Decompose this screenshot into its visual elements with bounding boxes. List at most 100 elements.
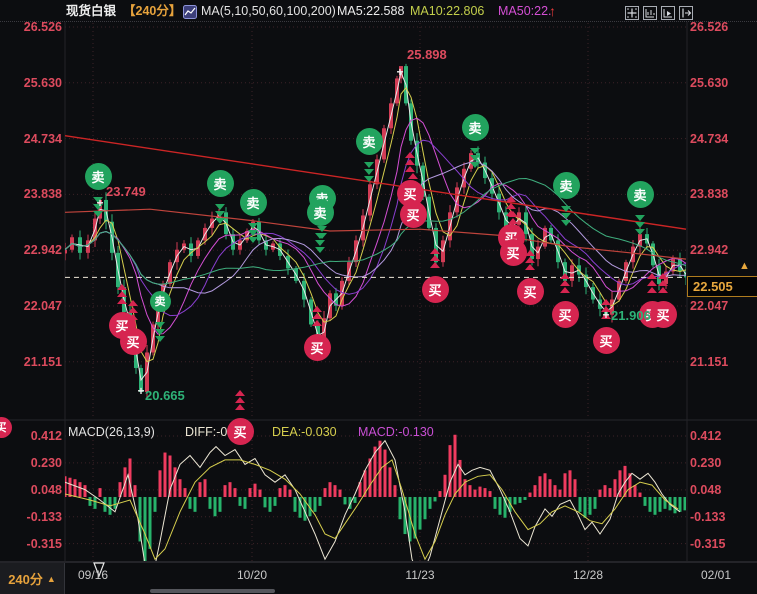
buy-chevron-icon <box>235 397 245 403</box>
price-cross-marker: + <box>602 308 610 322</box>
macd-tick-left: -0.133 <box>26 509 62 524</box>
sell-chevron-icon <box>248 230 258 236</box>
buy-signal-marker: 买 <box>226 417 254 445</box>
buy-chevron-icon <box>601 299 611 305</box>
macd-dea-value: DEA:-0.030 <box>272 425 337 439</box>
sell-signal-marker: 卖 <box>355 127 383 155</box>
y-axis-tick-left: 26.526 <box>23 20 62 34</box>
sell-chevron-icon <box>215 204 225 210</box>
y-axis-tick-right: 24.734 <box>690 131 729 146</box>
buy-chevron-icon <box>128 307 138 313</box>
buy-chevron-icon <box>405 166 415 172</box>
y-axis-tick-left: 22.047 <box>23 298 62 313</box>
buy-chevron-icon <box>508 211 518 217</box>
sell-chevron-icon <box>315 233 325 239</box>
price-cross-marker: + <box>396 65 404 79</box>
trendline[interactable] <box>64 135 687 230</box>
sell-chevron-icon <box>561 206 571 212</box>
sell-chevron-icon <box>315 247 325 253</box>
buy-signal-marker: 买 <box>551 300 579 328</box>
indicator-play-icon[interactable] <box>661 6 675 20</box>
sell-chevron-icon <box>635 229 645 235</box>
sell-chevron-icon <box>561 213 571 219</box>
y-axis-tick-left: 23.838 <box>23 187 62 202</box>
y-axis-tick-left: 22.942 <box>23 243 62 258</box>
sell-chevron-icon <box>155 336 165 342</box>
buy-chevron-icon <box>430 255 440 261</box>
macd-dea-line <box>65 459 679 561</box>
scroll-position-pointer-icon <box>93 562 105 578</box>
sell-chevron-icon <box>470 155 480 161</box>
buy-chevron-icon <box>405 159 415 165</box>
price-cross-marker: + <box>96 196 104 210</box>
buy-chevron-icon <box>506 203 516 209</box>
buy-chevron-icon <box>508 218 518 224</box>
buy-chevron-icon <box>430 262 440 268</box>
scrollbar-thumb[interactable] <box>150 589 275 593</box>
sell-signal-marker: 卖 <box>306 198 334 226</box>
macd-tick-left: 0.230 <box>30 455 62 470</box>
timeframe-cell[interactable]: 240分 ▲ <box>0 563 65 594</box>
sell-signal-marker: 卖 <box>239 188 267 216</box>
sell-chevron-icon <box>364 169 374 175</box>
buy-chevron-icon <box>117 298 127 304</box>
sell-chevron-icon <box>635 222 645 228</box>
x-axis-date-label: 10/20 <box>236 568 268 582</box>
macd-tick-right: 0.230 <box>690 455 722 470</box>
macd-tick-right: 0.048 <box>690 482 722 497</box>
macd-tick-right: -0.133 <box>690 509 726 524</box>
ma5-value: MA5:22.588 <box>337 4 405 18</box>
x-axis-date-label: 11/23 <box>405 568 435 582</box>
macd-lines <box>65 439 681 561</box>
last-price-arrow-icon: ▲ <box>739 260 750 272</box>
sell-signal-marker: 卖 <box>149 290 171 312</box>
y-axis-tick-left: 24.734 <box>23 131 62 146</box>
buy-chevron-icon <box>235 390 245 396</box>
price-annotation-label: 21.906 <box>611 308 651 323</box>
price-up-arrow-icon: ↑ <box>549 3 556 19</box>
sell-chevron-icon <box>561 220 571 226</box>
buy-chevron-icon <box>430 248 440 254</box>
sell-chevron-icon <box>248 223 258 229</box>
buy-chevron-icon <box>405 152 415 158</box>
last-price-box: 22.505 <box>687 276 757 297</box>
indicator-pane-icon[interactable] <box>643 6 657 20</box>
price-annotation-label: 25.898 <box>407 47 447 62</box>
ma-line-ma100 <box>65 161 686 294</box>
buy-chevron-icon <box>658 280 668 286</box>
buy-signal-marker: 买 <box>421 275 449 303</box>
ma-line-ma200 <box>65 177 686 285</box>
collapse-panel-icon[interactable] <box>679 6 693 20</box>
y-axis-tick-left: 21.151 <box>23 354 62 369</box>
buy-chevron-icon <box>560 287 570 293</box>
timeframe-badge[interactable]: 【240分】 <box>123 4 182 18</box>
sell-chevron-icon <box>470 162 480 168</box>
sell-chevron-icon <box>248 237 258 243</box>
price-annotation-label: 23.749 <box>106 184 146 199</box>
sell-chevron-icon <box>155 329 165 335</box>
sell-chevron-icon <box>93 197 103 203</box>
header-separator <box>0 21 757 22</box>
y-axis-tick-right: 22.942 <box>690 243 729 258</box>
macd-diff-line <box>65 439 681 561</box>
price-cross-marker: + <box>137 384 145 398</box>
buy-chevron-icon <box>658 287 668 293</box>
y-axis-tick-right: 25.630 <box>690 75 729 90</box>
buy-chevron-icon <box>525 250 535 256</box>
ma-settings-label[interactable]: MA(5,10,50,60,100,200) <box>201 4 336 18</box>
buy-chevron-icon <box>408 173 418 179</box>
macd-params-label[interactable]: MACD(26,13,9) <box>68 425 155 439</box>
sell-chevron-icon <box>364 176 374 182</box>
sell-signal-marker: 卖 <box>206 169 234 197</box>
buy-chevron-icon <box>312 306 322 312</box>
buy-chevron-icon <box>525 257 535 263</box>
crosshair-icon[interactable] <box>625 6 639 20</box>
y-axis-tick-left: 25.630 <box>23 75 62 90</box>
last-price-value: 22.505 <box>693 279 733 294</box>
chart-line-icon <box>183 5 197 19</box>
buy-chevron-icon <box>560 273 570 279</box>
macd-tick-right: -0.315 <box>690 536 726 551</box>
buy-chevron-icon <box>647 287 657 293</box>
buy-chevron-icon <box>117 291 127 297</box>
